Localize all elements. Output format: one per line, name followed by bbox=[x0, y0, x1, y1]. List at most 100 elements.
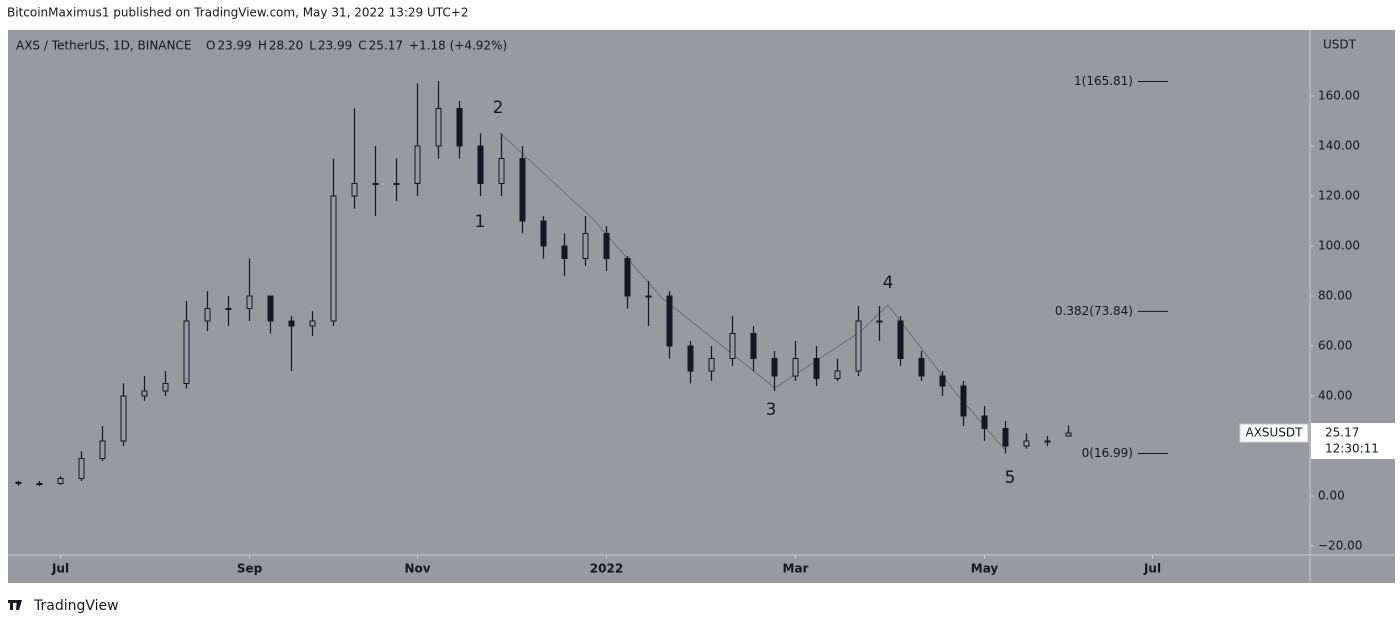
candle-body bbox=[771, 358, 778, 377]
candle-body bbox=[330, 195, 337, 322]
y-tick-label: 100.00 bbox=[1318, 239, 1360, 253]
candle-body bbox=[36, 483, 43, 485]
x-tick-label: Mar bbox=[783, 562, 809, 576]
candle-body bbox=[981, 415, 988, 429]
candle bbox=[834, 358, 841, 381]
candle bbox=[477, 133, 484, 196]
legend-key: O bbox=[206, 39, 215, 53]
legend-change: +1.18 (+4.92%) bbox=[409, 39, 507, 53]
candle bbox=[1023, 433, 1030, 449]
x-tick-label: Nov bbox=[404, 562, 430, 576]
candle bbox=[78, 451, 85, 481]
candle bbox=[162, 371, 169, 396]
candle-body bbox=[708, 358, 715, 372]
candle-body bbox=[561, 245, 568, 259]
candle bbox=[288, 316, 295, 371]
candle bbox=[225, 296, 232, 326]
candle bbox=[813, 346, 820, 386]
candle-body bbox=[603, 233, 610, 259]
candle-body bbox=[750, 333, 757, 359]
candle bbox=[792, 341, 799, 381]
candle bbox=[204, 291, 211, 331]
candle bbox=[666, 291, 673, 359]
candle-body bbox=[162, 383, 169, 392]
candle-body bbox=[351, 183, 358, 197]
candle-body bbox=[372, 183, 379, 185]
candle bbox=[309, 311, 316, 336]
y-tick-label: −20.00 bbox=[1318, 539, 1362, 553]
y-axis-label: USDT bbox=[1323, 38, 1357, 52]
ticker-box bbox=[1239, 423, 1309, 443]
symbol-title: AXS / TetherUS, 1D, BINANCE bbox=[16, 39, 191, 53]
legend-key: C bbox=[358, 39, 366, 53]
candle-body bbox=[204, 308, 211, 322]
candle bbox=[897, 316, 904, 366]
candle bbox=[708, 346, 715, 381]
wave-label: 5 bbox=[1005, 468, 1016, 488]
candle-body bbox=[729, 333, 736, 359]
candle-body bbox=[624, 258, 631, 297]
price-box bbox=[1311, 423, 1395, 460]
candle-body bbox=[1044, 440, 1051, 443]
candle bbox=[519, 146, 526, 234]
candle-body bbox=[78, 458, 85, 479]
candle bbox=[393, 158, 400, 201]
candle-body bbox=[414, 145, 421, 184]
candle-body bbox=[939, 375, 946, 387]
candle-body bbox=[183, 320, 190, 384]
y-tick-label: 140.00 bbox=[1318, 139, 1360, 153]
candle bbox=[771, 351, 778, 391]
candle-body bbox=[876, 320, 883, 323]
candle bbox=[141, 376, 148, 401]
legend-value: 28.20 bbox=[269, 39, 303, 53]
fib-level-label: 1(165.81) bbox=[1074, 74, 1133, 88]
brand-name: TradingView bbox=[33, 598, 119, 614]
candle bbox=[876, 306, 883, 341]
candle-body bbox=[666, 295, 673, 347]
candle bbox=[498, 133, 505, 196]
wave-label: 3 bbox=[766, 400, 777, 420]
candle-body bbox=[813, 358, 820, 379]
candle bbox=[456, 101, 463, 159]
x-tick-label: Sep bbox=[237, 562, 263, 576]
candle bbox=[435, 81, 442, 159]
fib-level-label: 0.382(73.84) bbox=[1055, 304, 1133, 318]
candle bbox=[351, 108, 358, 209]
candle bbox=[15, 481, 22, 486]
y-tick-label: 0.00 bbox=[1318, 489, 1345, 503]
legend-value: 23.99 bbox=[318, 39, 352, 53]
legend-value: 25.17 bbox=[369, 39, 403, 53]
candle-body bbox=[834, 370, 841, 379]
candle-body bbox=[519, 158, 526, 222]
candle bbox=[1065, 425, 1072, 437]
candle bbox=[960, 381, 967, 426]
candle-body bbox=[288, 320, 295, 327]
candle bbox=[603, 226, 610, 271]
candle bbox=[183, 301, 190, 389]
candle-body bbox=[456, 108, 463, 147]
candle bbox=[414, 83, 421, 196]
candle bbox=[330, 158, 337, 326]
attribution: BitcoinMaximus1 published on TradingView… bbox=[7, 6, 468, 20]
candle bbox=[645, 281, 652, 326]
candle-body bbox=[1065, 432, 1072, 437]
legend-value: 23.99 bbox=[217, 39, 251, 53]
candle-body bbox=[267, 295, 274, 322]
candle bbox=[1002, 421, 1009, 454]
candle bbox=[120, 383, 127, 446]
candle bbox=[57, 476, 64, 485]
candle bbox=[372, 146, 379, 216]
y-tick-label: 60.00 bbox=[1318, 339, 1352, 353]
countdown-label: 12:30:11 bbox=[1325, 442, 1379, 456]
candle bbox=[750, 326, 757, 371]
candle-body bbox=[897, 320, 904, 359]
wave-label: 2 bbox=[493, 98, 504, 118]
candle bbox=[246, 258, 253, 321]
x-tick-label: Jul bbox=[1143, 562, 1161, 576]
candle-body bbox=[246, 295, 253, 309]
brand-logo bbox=[8, 600, 22, 610]
candle-body bbox=[687, 345, 694, 372]
candle-body bbox=[225, 308, 232, 310]
legend-key: L bbox=[309, 39, 316, 53]
